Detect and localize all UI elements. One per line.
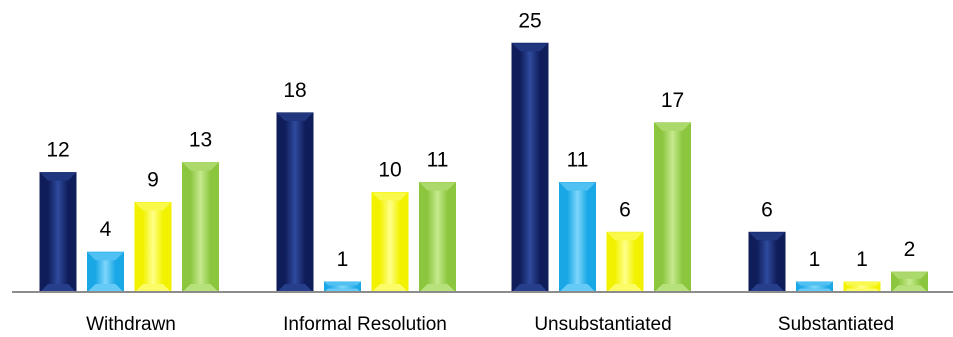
- value-label: 25: [518, 9, 541, 32]
- bar-bevel-bottom: [40, 284, 76, 292]
- bar-bevel-bottom: [512, 284, 548, 292]
- bar-bevel-top: [135, 202, 171, 211]
- bar-bevel-bottom: [87, 284, 124, 292]
- bar-face: [95, 260, 116, 284]
- bar-bevel-bottom: [372, 284, 408, 292]
- bar-bevel-top: [512, 43, 548, 52]
- category-label: Substantiated: [778, 314, 894, 335]
- bar-bevel-bottom: [135, 284, 171, 292]
- bar-bevel-bottom: [419, 284, 456, 292]
- bar-bevel-bottom: [749, 284, 785, 292]
- bar: [39, 172, 77, 293]
- bar-face: [662, 130, 683, 284]
- bar-bevel-bottom: [607, 284, 643, 292]
- category-label: Unsubstantiated: [534, 314, 671, 335]
- bar-face: [520, 51, 540, 284]
- bar: [371, 192, 409, 293]
- value-label: 10: [378, 159, 401, 182]
- value-label: 1: [809, 248, 821, 271]
- bar-bevel-top: [607, 232, 643, 241]
- bar-face: [327, 285, 358, 289]
- value-label: 1: [856, 248, 868, 271]
- bar-bevel-top: [372, 192, 408, 201]
- bar-face: [380, 200, 400, 284]
- value-label: 12: [46, 139, 69, 162]
- bar-face: [757, 240, 777, 284]
- value-label: 17: [661, 89, 684, 112]
- value-label: 11: [567, 149, 589, 172]
- bar-bevel-bottom: [277, 284, 313, 292]
- bar-face: [427, 190, 448, 284]
- bar: [843, 281, 881, 293]
- value-label: 11: [427, 149, 449, 172]
- bar-face: [48, 180, 68, 284]
- bar-bevel-top: [891, 272, 928, 279]
- bar-bevel-top: [559, 182, 596, 191]
- bar-bevel-top: [182, 162, 219, 171]
- bar: [134, 201, 172, 293]
- value-label: 1: [337, 248, 349, 271]
- bar: [606, 231, 644, 293]
- bar-face: [847, 285, 877, 289]
- bar-bevel-top: [419, 182, 456, 191]
- bar: [559, 182, 596, 293]
- bar-bevel-top: [40, 172, 76, 181]
- value-label: 13: [189, 129, 212, 152]
- bar-face: [615, 240, 635, 284]
- bar: [324, 281, 361, 293]
- value-label: 6: [619, 198, 631, 221]
- bar-face: [799, 285, 830, 289]
- bar-bevel-top: [87, 252, 124, 261]
- value-label: 4: [100, 218, 112, 241]
- bar: [276, 112, 314, 293]
- category-label: Withdrawn: [86, 314, 176, 335]
- bar: [419, 182, 456, 293]
- value-label: 6: [761, 198, 773, 221]
- bar-bevel-top: [654, 122, 691, 131]
- bar-face: [143, 210, 163, 284]
- bar-bevel-top: [324, 282, 361, 286]
- bar: [87, 251, 124, 293]
- value-label: 9: [147, 168, 159, 191]
- bar: [511, 42, 549, 293]
- bar-bevel-bottom: [182, 284, 219, 292]
- value-label: 2: [904, 238, 916, 261]
- bar-bevel-top: [277, 112, 313, 121]
- bar: [796, 281, 833, 293]
- bar: [654, 122, 691, 293]
- bar-bevel-top: [796, 282, 833, 286]
- bar-bevel-top: [844, 282, 880, 286]
- bar-bevel-top: [749, 232, 785, 241]
- category-label: Informal Resolution: [283, 314, 447, 335]
- bar-face: [190, 170, 211, 284]
- bar: [182, 162, 219, 293]
- bars-layer: [39, 42, 928, 293]
- bar-bevel-bottom: [654, 284, 691, 292]
- bar-face: [567, 190, 588, 284]
- bar-face: [285, 120, 305, 285]
- bar-face: [898, 278, 921, 286]
- bar: [748, 231, 786, 293]
- bar: [891, 271, 928, 293]
- bar-bevel-bottom: [559, 284, 596, 292]
- value-label: 18: [283, 79, 306, 102]
- bar-bevel-bottom: [891, 285, 928, 292]
